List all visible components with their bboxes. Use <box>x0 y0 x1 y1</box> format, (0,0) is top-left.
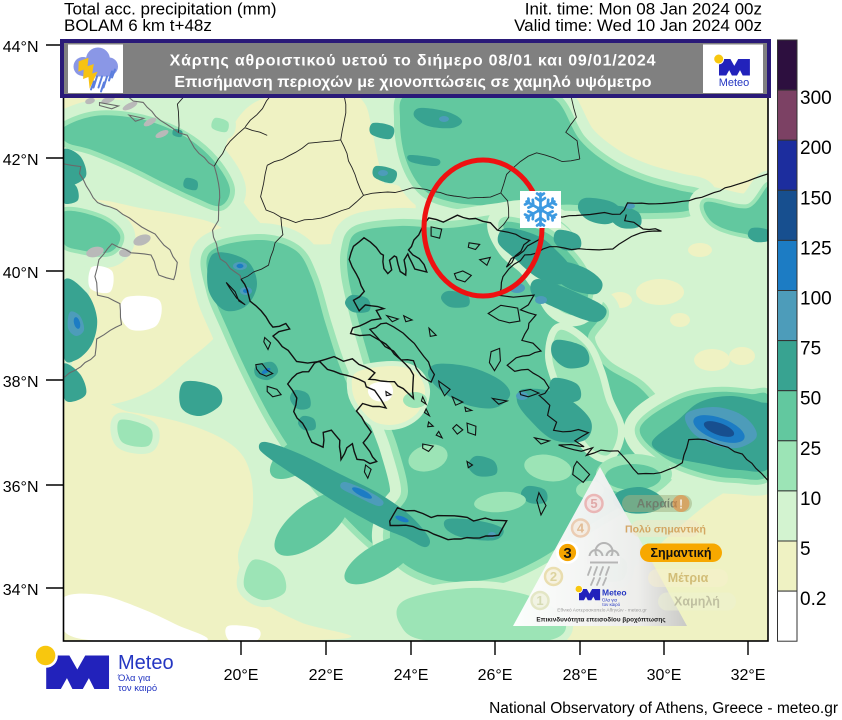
svg-text:2: 2 <box>550 569 557 584</box>
svg-text:BOLAM 6 km t+48z: BOLAM 6 km t+48z <box>64 16 212 35</box>
svg-text:National Observatory of Athens: National Observatory of Athens, Greece -… <box>489 700 838 717</box>
svg-text:Όλα για: Όλα για <box>117 673 151 684</box>
svg-text:36°N: 36°N <box>3 479 39 496</box>
svg-text:125: 125 <box>800 238 832 259</box>
svg-text:Χάρτης αθροιστικού υετού το δ: Χάρτης αθροιστικού υετού το διήμερο 08/0… <box>170 53 657 70</box>
svg-text:Επισήμανση περιοχών με χιονοπτ: Επισήμανση περιοχών με χιονοπτώσεις σε χ… <box>174 74 651 91</box>
svg-text:40°N: 40°N <box>3 265 39 282</box>
svg-text:30°E: 30°E <box>647 667 682 684</box>
svg-text:26°E: 26°E <box>478 667 513 684</box>
svg-text:Meteo: Meteo <box>602 588 627 598</box>
svg-text:44°N: 44°N <box>3 39 39 56</box>
svg-text:Εθνικό Αστεροσκοπείο Αθηνών -: Εθνικό Αστεροσκοπείο Αθηνών - meteo.gr <box>557 607 647 614</box>
svg-text:150: 150 <box>800 188 832 209</box>
svg-text:5: 5 <box>590 496 597 511</box>
svg-text:1: 1 <box>536 593 543 608</box>
svg-text:34°N: 34°N <box>3 582 39 599</box>
svg-text:0.2: 0.2 <box>800 589 826 610</box>
svg-text:τον καιρό: τον καιρό <box>602 602 621 607</box>
svg-text:Init. time: Mon 08 Jan 2024 00: Init. time: Mon 08 Jan 2024 00z <box>525 0 762 19</box>
svg-text:100: 100 <box>800 289 832 310</box>
svg-text:Meteo: Meteo <box>118 652 174 674</box>
svg-text:Σημαντική: Σημαντική <box>650 546 711 560</box>
svg-text:τον καιρό: τον καιρό <box>118 683 157 694</box>
svg-text:Total acc. precipitation (mm): Total acc. precipitation (mm) <box>64 0 277 19</box>
svg-text:Πολύ σημαντική: Πολύ σημαντική <box>625 524 706 536</box>
svg-text:38°N: 38°N <box>3 374 39 391</box>
svg-text:Μέτρια: Μέτρια <box>668 571 709 585</box>
svg-text:5: 5 <box>800 539 811 560</box>
svg-text:28°E: 28°E <box>563 667 598 684</box>
svg-text:75: 75 <box>800 339 821 360</box>
svg-text:Επικινδυνότητα επεισοδίου βροχ: Επικινδυνότητα επεισοδίου βροχόπτωσης <box>536 617 666 624</box>
svg-text:Valid time: Wed 10 Jan 2024 00: Valid time: Wed 10 Jan 2024 00z <box>514 16 762 35</box>
svg-text:22°E: 22°E <box>309 667 344 684</box>
svg-text:!: ! <box>679 497 683 512</box>
svg-text:Όλα για: Όλα για <box>601 598 617 603</box>
svg-text:3: 3 <box>563 545 571 562</box>
svg-text:Ακραία: Ακραία <box>637 497 678 511</box>
svg-text:25: 25 <box>800 439 821 460</box>
svg-text:Χαμηλή: Χαμηλή <box>674 595 720 609</box>
svg-text:20°E: 20°E <box>224 667 259 684</box>
svg-text:200: 200 <box>800 138 832 159</box>
svg-text:32°E: 32°E <box>731 667 766 684</box>
svg-text:50: 50 <box>800 389 821 410</box>
svg-text:Meteo: Meteo <box>719 77 750 89</box>
svg-text:10: 10 <box>800 489 821 510</box>
svg-text:4: 4 <box>577 521 585 536</box>
svg-text:42°N: 42°N <box>3 152 39 169</box>
svg-text:300: 300 <box>800 88 832 109</box>
svg-text:24°E: 24°E <box>394 667 429 684</box>
